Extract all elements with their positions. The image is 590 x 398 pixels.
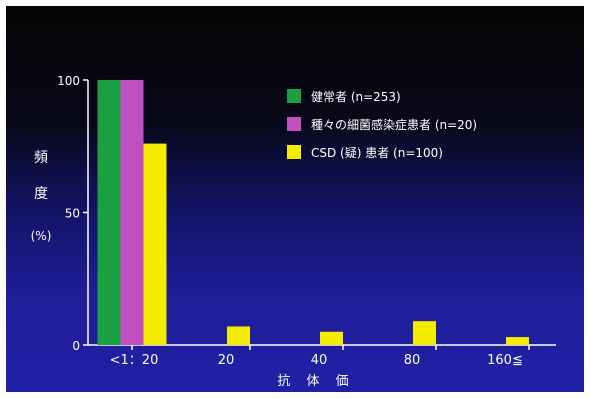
y-axis-label: 頻度 (%): [31, 150, 52, 243]
y-axis-label-part: 度: [34, 186, 48, 202]
bar: [97, 80, 121, 345]
bar: [506, 337, 529, 345]
legend-label: 種々の細菌感染症患者 (n=20): [311, 117, 477, 132]
legend-swatch: [287, 117, 301, 131]
legend-swatch: [287, 89, 301, 103]
x-axis-label: 抗 体 価: [277, 374, 354, 389]
y-tick-label: 50: [65, 207, 80, 221]
x-tick-label: 80: [404, 353, 421, 368]
x-tick-label: 160≦: [487, 353, 523, 368]
bar: [120, 80, 144, 345]
bars: [97, 80, 529, 345]
y-tick-label: 100: [57, 74, 80, 88]
y-tick-label: 0: [72, 339, 80, 353]
y-axis-label-part: 頻: [34, 150, 48, 166]
legend-label: CSD (疑) 患者 (n=100): [311, 145, 443, 160]
y-axis-label-part: (%): [31, 229, 52, 243]
bar: [227, 326, 250, 345]
x-tick-label: <1：20: [110, 353, 159, 368]
legend-swatch: [287, 145, 301, 159]
bar: [143, 143, 167, 345]
x-tick-label: 20: [218, 353, 235, 368]
tick-labels: 0 50 100 <1：20 20 40 80 160≦: [57, 74, 523, 368]
legend: 健常者 (n=253) 種々の細菌感染症患者 (n=20) CSD (疑) 患者 (…: [287, 89, 477, 160]
x-tick-label: 40: [311, 353, 328, 368]
legend-label: 健常者 (n=253): [311, 90, 401, 104]
bar: [320, 331, 343, 345]
bar: [413, 321, 436, 345]
